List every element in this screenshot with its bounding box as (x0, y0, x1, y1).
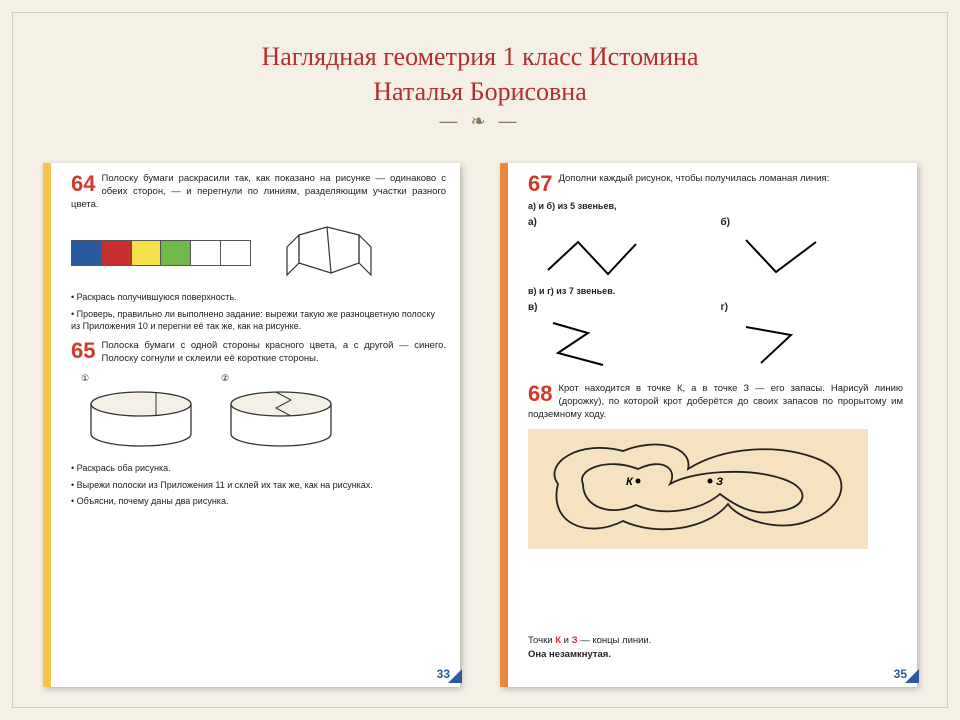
cylinder-2: ② (221, 373, 341, 456)
ex64-text: Полоску бумаги раскрасили так, как показ… (71, 173, 446, 211)
circle-label-1: ① (81, 373, 201, 384)
exercise-65: 65 Полоска бумаги с одной стороны красно… (71, 340, 446, 507)
footer-part-c: — концы линии. (580, 635, 651, 646)
ex64-bullet-2: • Проверь, правильно ли выполнено задани… (71, 308, 446, 332)
label-a: а) (528, 217, 711, 228)
strip-cell-0 (72, 241, 102, 265)
ex64-number: 64 (71, 173, 95, 195)
svg-text:З: З (716, 476, 723, 488)
footer-z: З (572, 635, 578, 646)
strip-cell-3 (161, 241, 191, 265)
left-page: 64 Полоску бумаги раскрасили так, как по… (43, 163, 460, 687)
label-v: в) (528, 302, 711, 313)
ex65-number: 65 (71, 340, 95, 362)
ex67-number: 67 (528, 173, 552, 195)
ex65-bullet-2: • Вырежи полоски из Приложения 11 и скле… (71, 479, 446, 491)
ex67-ab-label: a) и б) из 5 звеньев, (528, 201, 903, 211)
footer-part-a: Точки (528, 635, 555, 646)
title-line-2: Наталья Борисовна (373, 77, 587, 106)
polyline-g: г) (721, 302, 904, 375)
ex65-text: Полоска бумаги с одной стороны красного … (71, 340, 446, 366)
folded-strip-figure (269, 217, 389, 287)
right-page: 67 Дополни каждый рисунок, чтобы получил… (500, 163, 917, 687)
flourish-divider: — ❧ — (13, 111, 947, 132)
strip-cell-2 (132, 241, 162, 265)
ex65-bullet-1: • Раскрась оба рисунка. (71, 462, 446, 474)
circle-label-2: ② (221, 373, 341, 384)
label-b: б) (721, 217, 904, 228)
ex68-text: Крот находится в точке К, а в точке З — … (528, 383, 903, 421)
right-accent-bar (500, 163, 508, 687)
ex67-text: Дополни каждый рисунок, чтобы получилась… (528, 173, 903, 186)
ex67-vg-label: в) и г) из 7 звеньев. (528, 286, 903, 296)
footer-k: К (555, 635, 561, 646)
strip-cell-4 (191, 241, 221, 265)
color-strip (71, 240, 251, 266)
label-g: г) (721, 302, 904, 313)
footer-line-2: Она незамкнутая. (528, 649, 611, 660)
strip-cell-5 (221, 241, 250, 265)
exercise-68: 68 Крот находится в точке К, а в точке З… (528, 383, 903, 549)
ex64-bullet-1: • Раскрась получившуюся поверхность. (71, 291, 446, 303)
footer-part-b: и (564, 635, 572, 646)
pages-container: 64 Полоску бумаги раскрасили так, как по… (43, 163, 917, 687)
exercise-64: 64 Полоску бумаги раскрасили так, как по… (71, 173, 446, 332)
maze-figure: К З (528, 429, 903, 549)
left-corner-icon (448, 669, 462, 683)
title-line-1: Наглядная геометрия 1 класс Истомина (261, 42, 698, 71)
slide-title: Наглядная геометрия 1 класс Истомина Нат… (13, 39, 947, 109)
footer-text: Точки К и З — концы линии. Она незамкнут… (528, 634, 903, 661)
cylinder-1: ① (81, 373, 201, 456)
ex68-number: 68 (528, 383, 552, 405)
strip-cell-1 (102, 241, 132, 265)
polyline-a: а) (528, 217, 711, 280)
left-accent-bar (43, 163, 51, 687)
polyline-b: б) (721, 217, 904, 280)
right-corner-icon (905, 669, 919, 683)
exercise-67: 67 Дополни каждый рисунок, чтобы получил… (528, 173, 903, 375)
polyline-v: в) (528, 302, 711, 375)
ex65-bullet-3: • Объясни, почему даны два рисунка. (71, 495, 446, 507)
